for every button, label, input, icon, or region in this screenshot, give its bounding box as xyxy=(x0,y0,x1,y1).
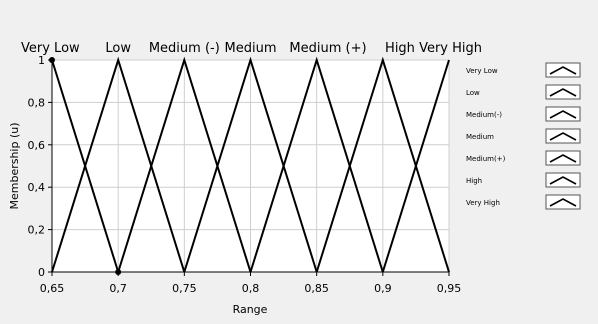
legend-swatch xyxy=(545,194,581,210)
category-labels: Very Low Low Medium (-) Medium Medium (+) Hig… xyxy=(21,41,482,56)
x-tick-label: 0,7 xyxy=(109,282,127,295)
category-label: Very Low xyxy=(21,41,80,56)
x-tick-label: 0,95 xyxy=(437,282,462,295)
series-line-medium xyxy=(183,56,318,273)
legend-label: Very High xyxy=(466,199,500,207)
legend-peak-icon xyxy=(549,66,577,75)
legend-swatch xyxy=(545,150,581,166)
x-axis-title: Range xyxy=(233,303,268,316)
y-tick-label: 0,8 xyxy=(28,96,46,109)
tick-layer: 0,65 0,7 0,75 0,8 0,85 0,9 0,95 0 0,2 0,4 0,6 0,8 1 xyxy=(28,54,462,295)
x-tick-label: 0,75 xyxy=(172,282,197,295)
x-tick-label: 0,9 xyxy=(374,282,392,295)
legend-label: High xyxy=(466,177,482,185)
legend-swatch xyxy=(545,172,581,188)
legend-peak-icon xyxy=(549,176,577,185)
legend-label: Low xyxy=(466,89,480,97)
y-axis-title: Membership (u) xyxy=(8,122,21,209)
legend-label: Medium(-) xyxy=(466,111,502,119)
legend-swatch xyxy=(545,62,581,78)
category-label: Medium (+) xyxy=(289,41,366,56)
legend-peak-icon xyxy=(549,198,577,207)
y-tick-label: 0,2 xyxy=(28,224,46,237)
category-label: Medium (-) xyxy=(149,41,220,56)
category-label: Medium xyxy=(225,41,277,56)
y-tick-label: 1 xyxy=(38,54,45,67)
legend-peak-icon xyxy=(549,132,577,141)
x-tick-label: 0,65 xyxy=(40,282,65,295)
legend-peak-icon xyxy=(549,110,577,119)
legend: Very Low Low Medium(-) Medium Medium(+) High V… xyxy=(466,62,581,210)
x-tick-label: 0,8 xyxy=(242,282,260,295)
legend-label: Medium xyxy=(466,133,494,141)
series-line-medium xyxy=(117,56,252,273)
legend-peak-icon xyxy=(549,154,577,163)
series-line-low xyxy=(51,56,186,273)
series-line-very-high xyxy=(381,59,450,273)
series-line-medium xyxy=(249,56,384,273)
legend-swatch xyxy=(545,106,581,122)
x-tick-label: 0,85 xyxy=(304,282,329,295)
legend-peak-icon xyxy=(549,88,577,97)
category-label: Low xyxy=(105,41,131,56)
legend-swatch xyxy=(545,128,581,144)
series-line-high xyxy=(315,56,450,273)
category-label: High xyxy=(385,41,415,56)
y-tick-label: 0,4 xyxy=(28,181,46,194)
legend-swatch xyxy=(545,84,581,100)
series-layer xyxy=(49,56,450,275)
category-label: Very High xyxy=(419,41,482,56)
legend-label: Medium(+) xyxy=(466,155,506,163)
y-tick-label: 0,6 xyxy=(28,139,46,152)
y-tick-label: 0 xyxy=(38,266,45,279)
legend-label: Very Low xyxy=(466,67,498,75)
